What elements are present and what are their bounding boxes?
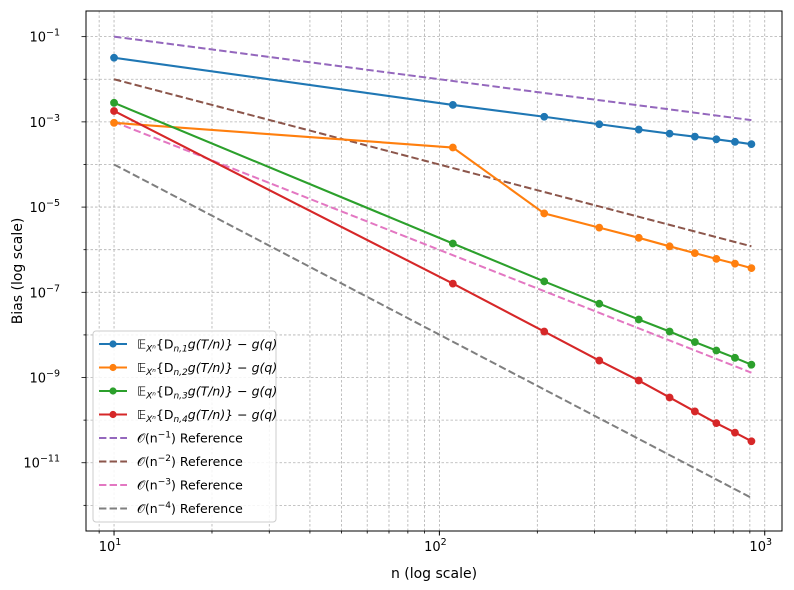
data-point [731,259,739,268]
legend-entry: 𝔼Xⁿ{Dn,3g(T/n)} − g(q) [99,384,277,402]
data-point [712,346,721,355]
data-point [448,279,457,288]
data-point [110,53,118,62]
series-4 [110,107,756,446]
data-point [690,407,699,416]
data-point [448,143,457,152]
legend-label: 𝔼Xⁿ{Dn,2g(T/n)} − g(q) [137,360,277,378]
series-layer [110,35,756,499]
data-point [712,135,721,144]
data-point [747,437,756,446]
data-point [110,98,118,107]
series-7 [113,120,752,374]
data-point [665,242,674,251]
data-point [731,428,739,437]
data-point [540,277,549,286]
data-point [690,338,699,346]
data-point [731,353,739,362]
y-axis-label: Bias (log scale) [10,218,26,325]
series-6 [113,78,752,248]
legend-label: 𝔼Xⁿ{Dn,4g(T/n)} − g(q) [137,407,277,425]
legend-entry: 𝔼Xⁿ{Dn,1g(T/n)} − g(q) [99,337,277,355]
series-8 [113,163,752,499]
plot-frame [85,10,783,532]
data-point [540,112,549,121]
legend-label: 𝔼Xⁿ{Dn,1g(T/n)} − g(q) [137,337,277,355]
series-2 [110,118,756,272]
data-point [634,376,643,385]
series-5 [113,35,752,122]
data-point [665,129,674,138]
data-point [665,393,674,402]
legend-box [92,330,277,523]
legend-label: 𝒪(n−1) Reference [137,431,243,446]
legend: 𝔼Xⁿ{Dn,1g(T/n)} − g(q) 𝔼Xⁿ{Dn,2g(T/n)} − … [92,330,277,523]
series-line [113,163,752,499]
series-line [113,110,752,443]
data-point [747,264,756,272]
data-point [540,327,549,336]
data-point [595,299,604,308]
legend-label: 𝒪(n−4) Reference [137,501,243,516]
legend-marker [109,363,117,372]
data-point [690,132,699,141]
data-point [110,118,118,127]
legend-marker [109,387,117,395]
series-line [113,101,752,366]
data-point [448,101,457,109]
legend-label: 𝒪(n−2) Reference [137,454,243,469]
data-point [595,223,604,232]
data-point [110,107,118,115]
series-line [113,35,752,122]
data-point [665,327,674,336]
data-point [690,249,699,258]
data-point [448,239,457,248]
series-1 [110,53,756,149]
series-line [113,120,752,374]
data-point [747,140,756,149]
series-line [113,78,752,248]
x-axis-label: n (log scale) [391,566,477,582]
data-point [731,137,739,146]
series-line [113,56,752,146]
legend-label: 𝔼Xⁿ{Dn,3g(T/n)} − g(q) [137,384,277,402]
grid [86,11,782,531]
data-point [712,419,721,428]
data-point [595,120,604,129]
data-point [540,209,549,218]
series-3 [110,98,756,369]
data-point [634,315,643,324]
legend-marker [109,410,117,419]
legend-entry: 𝔼Xⁿ{Dn,4g(T/n)} − g(q) [99,407,277,425]
legend-marker [109,340,117,348]
data-point [747,360,756,369]
data-point [595,356,604,365]
legend-label: 𝒪(n−3) Reference [137,478,243,493]
data-point [712,254,721,263]
data-point [634,125,643,134]
data-point [634,233,643,242]
legend-entry: 𝔼Xⁿ{Dn,2g(T/n)} − g(q) [99,360,277,378]
series-line [113,121,752,270]
